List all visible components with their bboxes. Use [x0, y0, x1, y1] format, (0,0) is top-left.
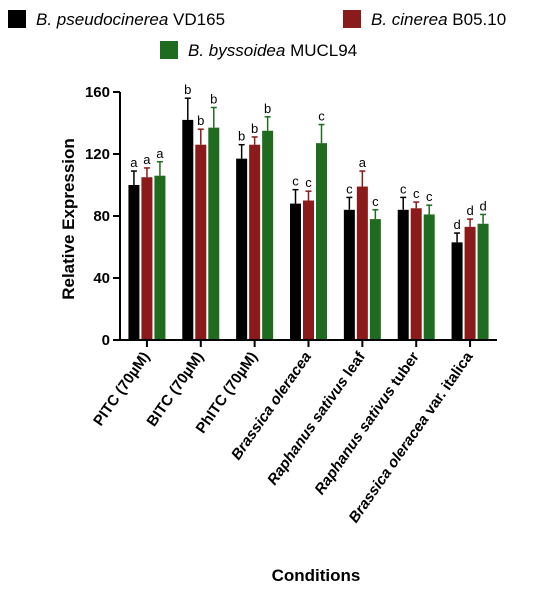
x-tick-label-rest: tuber	[385, 349, 423, 393]
significance-label: b	[197, 113, 204, 128]
y-tick-label: 0	[102, 332, 110, 349]
bar	[290, 203, 301, 340]
bar	[154, 175, 166, 340]
x-tick-label-rest: leaf	[338, 348, 370, 383]
significance-label: a	[359, 155, 367, 170]
significance-label: d	[466, 203, 473, 218]
x-tick-label: BITC (70µM)	[143, 349, 207, 430]
x-tick-label: PITC (70µM)	[90, 349, 153, 429]
bar	[397, 209, 409, 340]
bar	[208, 127, 220, 341]
bar	[182, 119, 194, 341]
x-tick-label: Raphanus sativus tuber	[311, 349, 423, 498]
legend-item-1: B. pseudocinerea VD165	[8, 10, 225, 29]
x-axis-title: Conditions	[272, 566, 361, 585]
legend-label-species: B. pseudocinerea	[36, 10, 168, 29]
significance-label: a	[143, 152, 151, 167]
y-tick-label: 160	[85, 84, 110, 101]
legend: B. pseudocinerea VD165 B. cinerea B05.10B…	[8, 10, 506, 60]
legend-label: B. cinerea B05.10	[371, 10, 506, 29]
bar-group: cac	[343, 155, 381, 340]
y-tick-label: 120	[85, 146, 110, 163]
significance-label: c	[426, 189, 433, 204]
significance-label: c	[372, 194, 379, 209]
y-tick-label: 40	[93, 270, 110, 287]
legend-label: B. pseudocinerea VD165	[36, 10, 225, 29]
legend-label-strain: VD165	[168, 10, 225, 29]
y-axis: 0 40 80 120 160	[85, 84, 121, 349]
y-axis-title: Relative Expression	[59, 138, 78, 300]
bar	[195, 144, 207, 340]
bar	[303, 200, 314, 340]
significance-label: b	[210, 92, 217, 107]
legend-label: B. byssoidea MUCL94	[188, 41, 357, 60]
significance-label: d	[479, 198, 486, 213]
bar-group: bbb	[182, 82, 220, 341]
bar	[249, 144, 261, 340]
bar	[262, 130, 274, 340]
significance-label: b	[238, 129, 245, 144]
y-tick-label: 80	[93, 208, 110, 225]
bar	[423, 214, 435, 340]
legend-swatch	[160, 41, 178, 59]
significance-label: c	[413, 186, 420, 201]
legend-label-strain: B05.10	[448, 10, 507, 29]
significance-label: c	[346, 181, 353, 196]
bar	[128, 185, 140, 340]
significance-label: b	[251, 121, 258, 136]
significance-label: a	[156, 146, 164, 161]
bar-group: bbb	[236, 101, 274, 340]
significance-label: b	[264, 101, 271, 116]
significance-label: d	[453, 217, 460, 232]
x-tick-label-rest: var. italica	[419, 348, 477, 421]
legend-label-strain: MUCL94	[285, 41, 357, 60]
bar	[236, 158, 248, 340]
bar	[369, 219, 381, 340]
x-tick-label: Raphanus sativus leaf	[264, 348, 369, 488]
legend-label-species: B. byssoidea	[188, 41, 285, 60]
legend-swatch	[343, 10, 361, 28]
bar	[356, 186, 368, 340]
significance-label: c	[318, 109, 325, 124]
legend-swatch	[8, 10, 26, 28]
legend-label-species: B. cinerea	[371, 10, 448, 29]
bar	[316, 143, 327, 340]
x-axis: PITC (70µM)BITC (70µM)PhITC (70µM)Brassi…	[90, 339, 497, 526]
significance-label: c	[292, 174, 299, 189]
bar	[343, 209, 355, 340]
bar	[410, 208, 422, 340]
significance-label: a	[130, 155, 138, 170]
significance-label: c	[305, 175, 312, 190]
bar-group: dd d	[451, 198, 489, 340]
bar	[141, 177, 153, 340]
significance-label: c	[400, 181, 407, 196]
significance-label: b	[184, 82, 191, 97]
bar	[477, 223, 489, 340]
bar	[451, 242, 463, 340]
legend-item-2: B. cinerea B05.10	[343, 10, 506, 29]
legend-item-3: B. byssoidea MUCL94	[160, 41, 357, 60]
bar	[464, 226, 476, 340]
